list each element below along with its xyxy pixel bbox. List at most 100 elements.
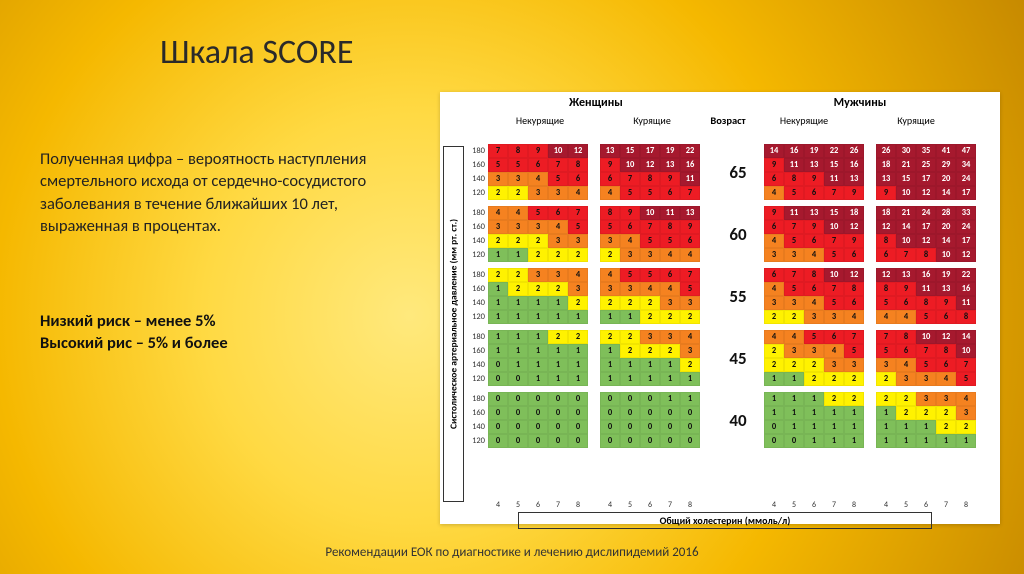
heatmap-cell: 6 (764, 172, 784, 186)
heatmap-cell: 4 (548, 220, 568, 234)
heatmap-cell: 1 (784, 392, 804, 406)
heatmap-cell: 22 (680, 144, 700, 158)
heatmap-block: 22334122231112211111 (876, 392, 976, 448)
heatmap-cell: 8 (600, 206, 620, 220)
heatmap-cell: 10 (936, 248, 956, 262)
heatmap-cell: 9 (528, 144, 548, 158)
heatmap-grid: 1801601401207891012556783345622334131517… (468, 144, 992, 498)
heatmap-cell: 13 (804, 206, 824, 220)
heatmap-cell: 17 (956, 234, 976, 248)
heatmap-cell: 1 (620, 310, 640, 324)
heatmap-cell: 8 (896, 330, 916, 344)
heatmap-cell: 34 (956, 158, 976, 172)
heatmap-cell: 5 (784, 186, 804, 200)
heatmap-cell: 0 (508, 406, 528, 420)
heatmap-cell: 1 (844, 434, 864, 448)
heatmap-cell: 14 (896, 220, 916, 234)
heatmap-cell: 17 (956, 186, 976, 200)
heatmap-cell: 0 (764, 434, 784, 448)
heatmap-cell: 1 (660, 392, 680, 406)
heatmap-cell: 12 (956, 248, 976, 262)
footer-citation: Рекомендации ЕОК по диагностике и лечени… (0, 545, 1024, 560)
heatmap-cell: 0 (528, 434, 548, 448)
heatmap-cell: 11 (824, 172, 844, 186)
heatmap-cell: 5 (876, 344, 896, 358)
heatmap-cell: 7 (620, 172, 640, 186)
chol-ticks: 45678 (600, 500, 700, 510)
heatmap-cell: 2 (488, 234, 508, 248)
heatmap-cell: 1 (784, 372, 804, 386)
heatmap-cell: 7 (784, 220, 804, 234)
heatmap-cell: 6 (660, 186, 680, 200)
gender-men: Мужчины (754, 96, 966, 110)
heatmap-cell: 2 (528, 282, 548, 296)
heatmap-cell: 7 (896, 248, 916, 262)
heatmap-cell: 12 (844, 220, 864, 234)
heatmap-cell: 0 (548, 420, 568, 434)
heatmap-cell: 6 (548, 206, 568, 220)
age-label: 65 (712, 162, 764, 183)
heatmap-cell: 0 (680, 434, 700, 448)
heatmap-cell: 1 (896, 420, 916, 434)
heatmap-cell: 1 (508, 344, 528, 358)
heatmap-cell: 1 (956, 434, 976, 448)
heatmap-cell: 8 (844, 282, 864, 296)
heatmap-cell: 8 (876, 282, 896, 296)
heatmap-cell: 3 (640, 330, 660, 344)
heatmap-cell: 3 (508, 172, 528, 186)
heatmap-cell: 2 (548, 330, 568, 344)
heatmap-cell: 4 (660, 248, 680, 262)
heatmap-cell: 3 (764, 296, 784, 310)
heatmap-block: 7891012556783345622334 (488, 144, 588, 200)
heatmap-cell: 0 (528, 406, 548, 420)
heatmap-cell: 8 (568, 158, 588, 172)
heatmap-cell: 18 (876, 206, 896, 220)
heatmap-block: 44567233452223311222 (764, 330, 864, 386)
heatmap-cell: 8 (916, 296, 936, 310)
heatmap-cell: 6 (764, 268, 784, 282)
heatmap-cell: 2 (640, 344, 660, 358)
heatmap-cell: 2 (896, 392, 916, 406)
heatmap-block: 00000000000000000000 (488, 392, 588, 448)
heatmap-block: 182124283312141720248101214176781012 (876, 206, 976, 262)
heatmap-cell: 2 (844, 372, 864, 386)
heatmap-cell: 2 (956, 420, 976, 434)
heatmap-cell: 4 (824, 344, 844, 358)
heatmap-cell: 2 (548, 282, 568, 296)
heatmap-cell: 2 (784, 358, 804, 372)
heatmap-cell: 2 (804, 358, 824, 372)
heatmap-cell: 20 (936, 172, 956, 186)
bp-ticks: 180160140120 (468, 392, 488, 448)
heatmap-cell: 2 (936, 406, 956, 420)
heatmap-cell: 0 (640, 392, 660, 406)
heatmap-cell: 1 (620, 372, 640, 386)
heatmap-cell: 11 (784, 158, 804, 172)
heatmap-cell: 4 (640, 282, 660, 296)
heatmap-cell: 0 (784, 434, 804, 448)
heatmap-cell: 10 (896, 186, 916, 200)
heatmap-cell: 5 (824, 296, 844, 310)
heatmap-cell: 10 (548, 144, 568, 158)
heatmap-cell: 21 (896, 206, 916, 220)
page-title: Шкала SCORE (160, 32, 353, 73)
heatmap-cell: 1 (764, 392, 784, 406)
heatmap-cell: 3 (956, 406, 976, 420)
heatmap-cell: 3 (680, 344, 700, 358)
heatmap-cell: 2 (764, 310, 784, 324)
heatmap-cell: 3 (660, 330, 680, 344)
heatmap-cell: 3 (600, 234, 620, 248)
heatmap-cell: 7 (824, 282, 844, 296)
heatmap-cell: 2 (824, 372, 844, 386)
heatmap-block: 781012145678103456723345 (876, 330, 976, 386)
heatmap-cell: 19 (936, 268, 956, 282)
heatmap-cell: 3 (784, 344, 804, 358)
heatmap-cell: 0 (620, 420, 640, 434)
heatmap-block: 22334122231111211111 (488, 268, 588, 324)
heatmap-cell: 35 (916, 144, 936, 158)
heatmap-cell: 4 (764, 234, 784, 248)
heatmap-cell: 2 (488, 186, 508, 200)
heatmap-cell: 13 (660, 158, 680, 172)
heatmap-cell: 0 (488, 434, 508, 448)
heatmap-cell: 0 (488, 420, 508, 434)
heatmap-cell: 1 (508, 358, 528, 372)
